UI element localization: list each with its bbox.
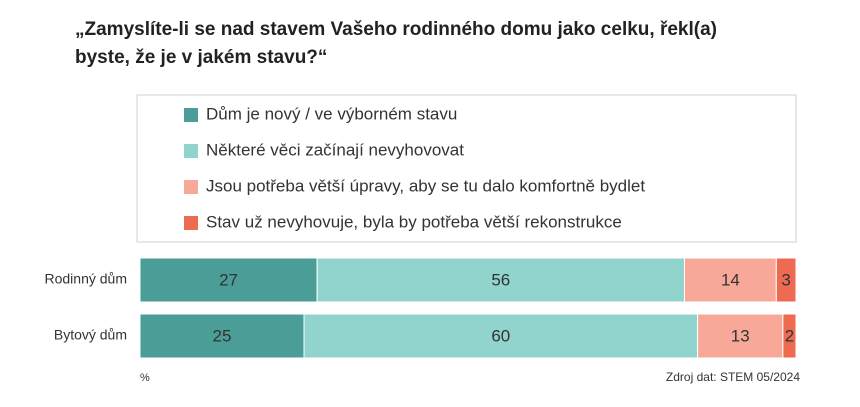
legend-swatch [184, 180, 198, 194]
y-tick-label: Bytový dům [54, 327, 127, 343]
value-label: 25 [213, 326, 232, 345]
source: Zdroj dat: STEM 05/2024 [666, 370, 800, 384]
value-label: 13 [731, 326, 750, 345]
y-tick-label: Rodinný dům [45, 271, 128, 287]
bar-segment [139, 257, 318, 303]
bar-segment [683, 257, 777, 303]
value-label: 56 [491, 270, 510, 289]
legend-label: Dům je nový / ve výborném stavu [206, 104, 457, 123]
legend-swatch [184, 108, 198, 122]
chart-title: „Zamyslíte-li se nad stavem Vašeho rodin… [75, 19, 717, 68]
legend-label: Jsou potřeba větší úpravy, aby se tu dal… [206, 176, 645, 195]
bar-segment [303, 313, 699, 359]
value-label: 60 [491, 326, 510, 345]
value-label: 2 [785, 326, 794, 345]
bar-segment [697, 313, 784, 359]
legend-label: Některé věci začínají nevyhovovat [206, 140, 464, 159]
legend-box [136, 94, 797, 243]
value-label: 14 [721, 270, 740, 289]
bar-segment [139, 313, 305, 359]
value-label: 3 [781, 270, 790, 289]
value-label: 27 [219, 270, 238, 289]
bar-segment [775, 257, 797, 303]
x-axis-label: % [140, 372, 150, 384]
bar-segment [782, 313, 797, 359]
legend-label: Stav už nevyhovuje, byla by potřeba větš… [206, 212, 622, 231]
legend-swatch [184, 144, 198, 158]
legend-swatch [184, 216, 198, 230]
